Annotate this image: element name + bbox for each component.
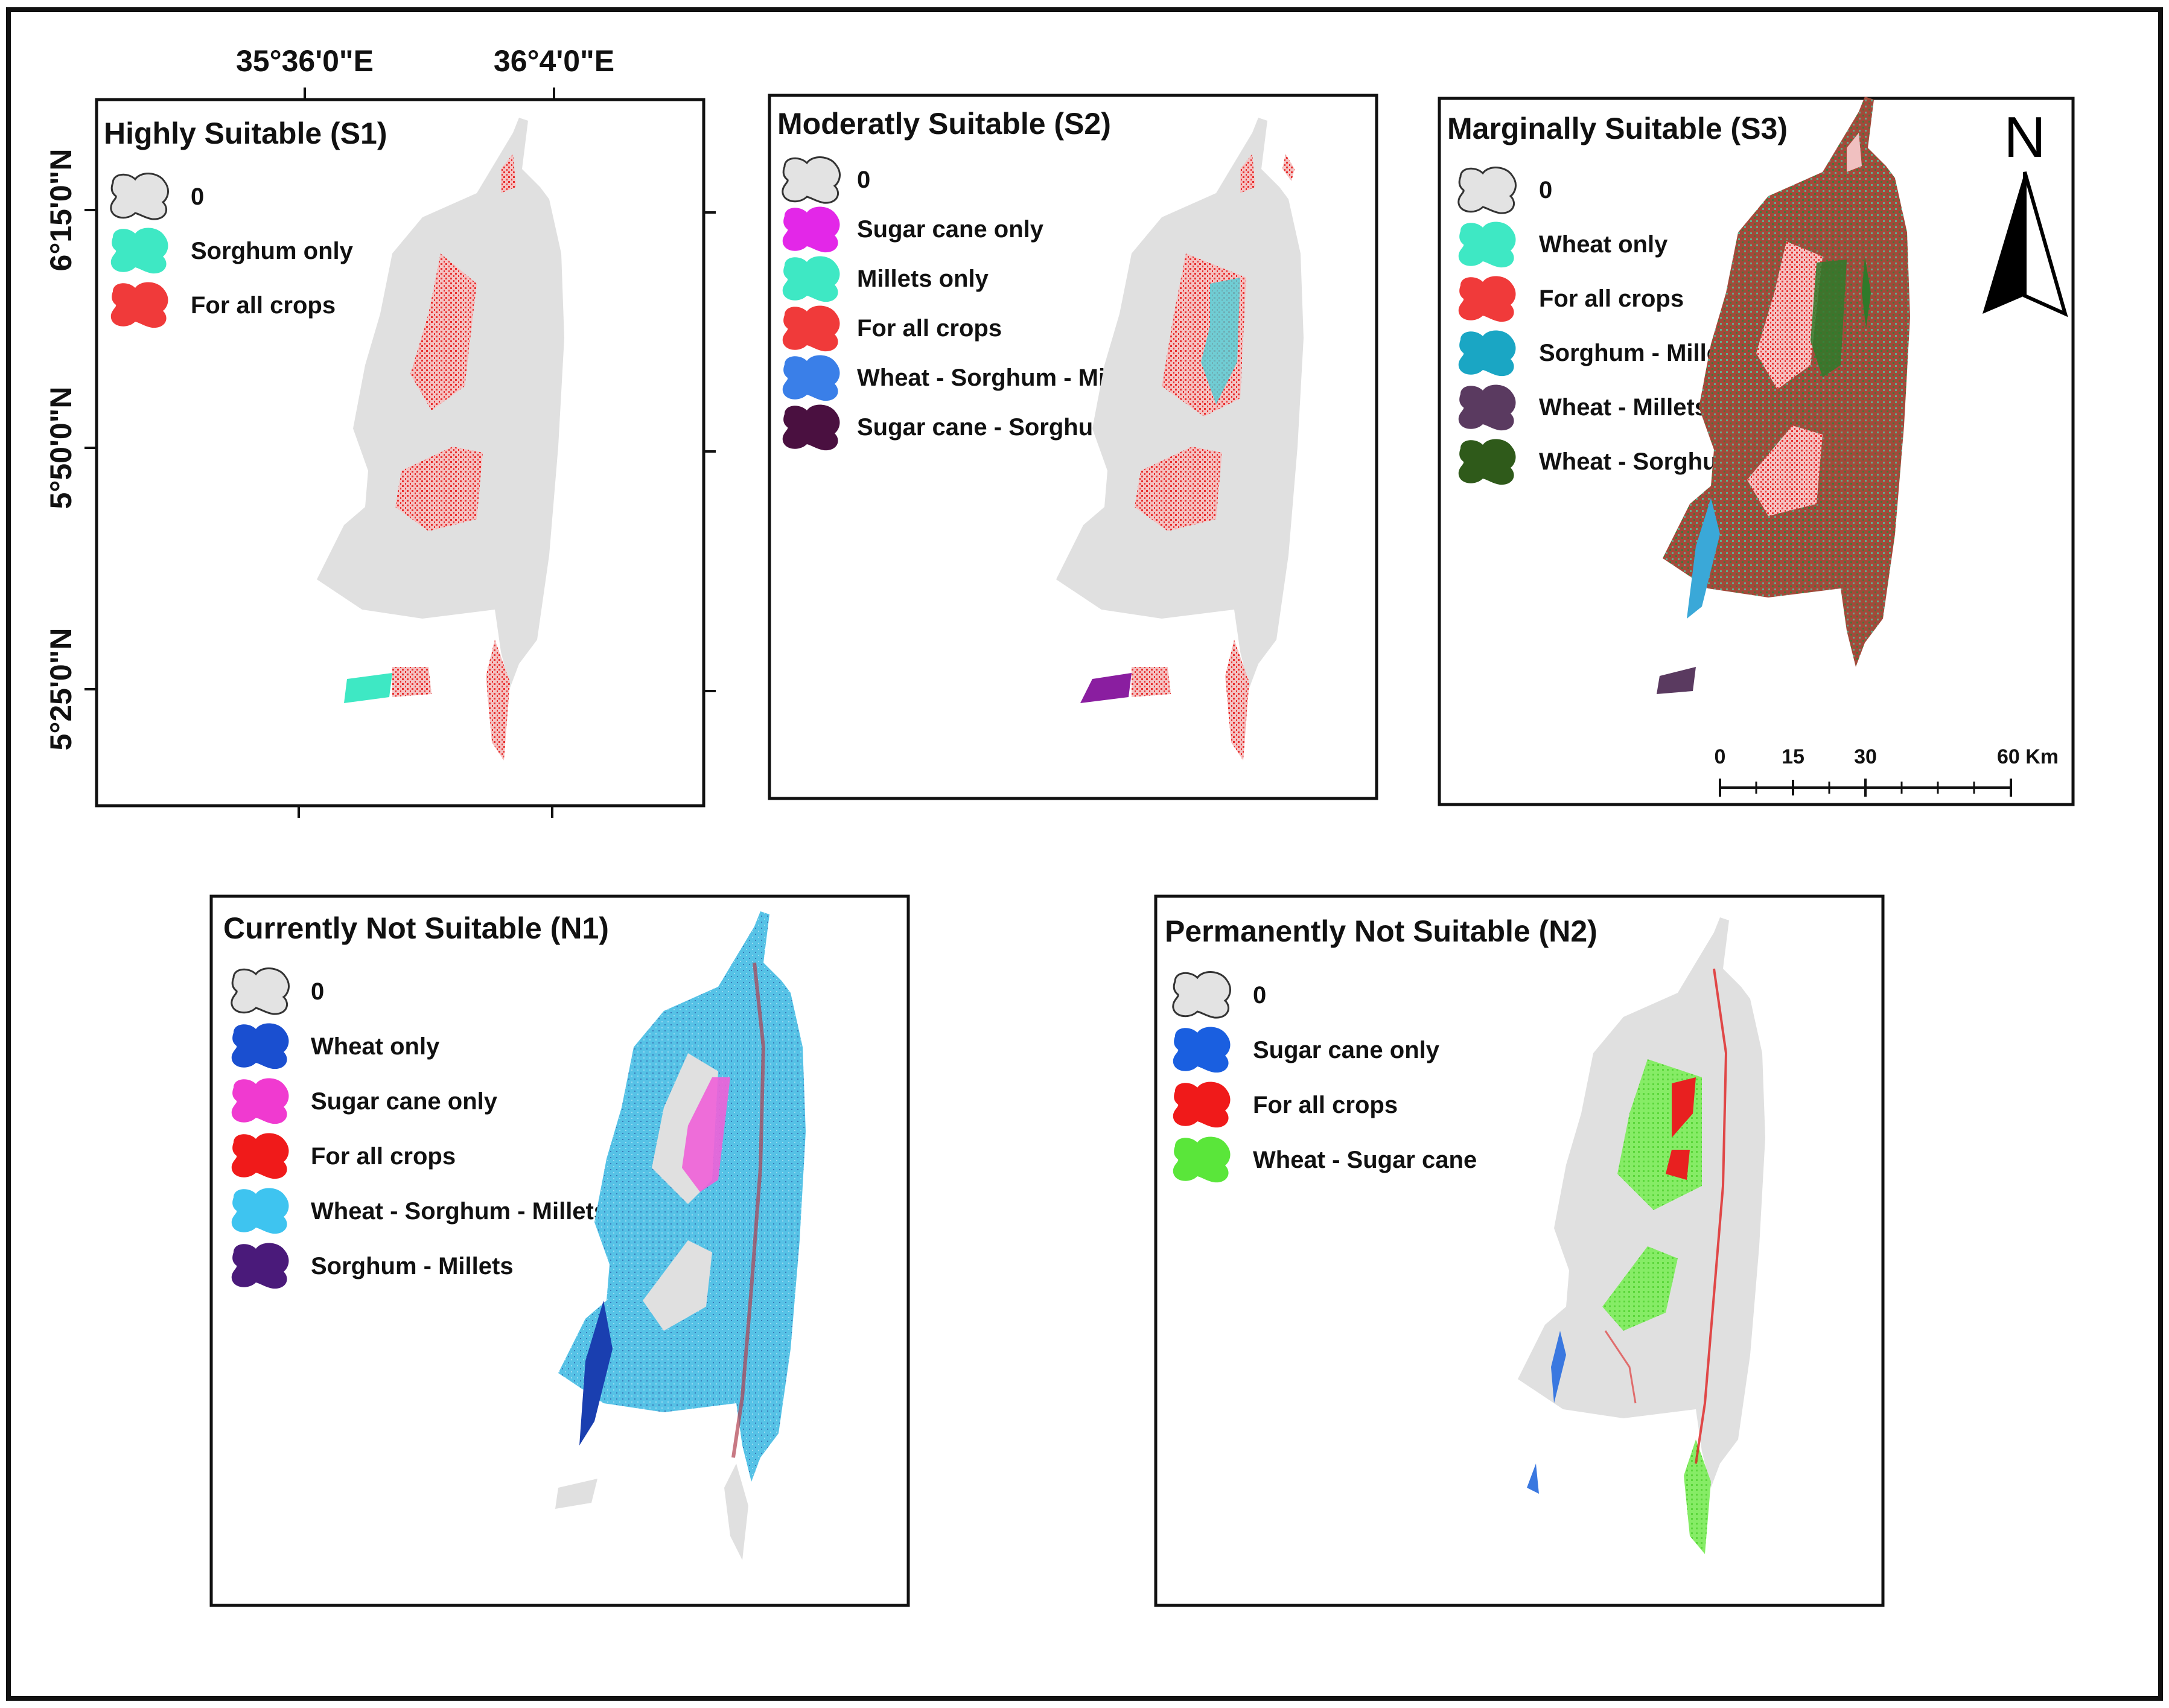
legend-label: Wheat - Sorghum - Millets <box>311 1198 607 1225</box>
legend-item <box>1173 1027 1231 1073</box>
scale-label: 60 Km <box>1997 745 2059 768</box>
legend-item <box>1458 221 1516 268</box>
panel-n2: Permanently Not Suitable (N2) 0 Sugar ca… <box>1154 894 1885 1607</box>
legend-item <box>782 305 840 352</box>
region-map <box>1056 118 1304 760</box>
legend: 0 Wheat only For all crops Sorghum - Mil… <box>1457 167 1742 485</box>
scale-label: 30 <box>1854 745 1877 768</box>
legend-label: For all crops <box>191 292 336 319</box>
panel-title: Highly Suitable (S1) <box>104 116 387 150</box>
region-map <box>555 911 806 1560</box>
legend-item <box>782 355 840 401</box>
legend: 0 Sorghum only For all crops <box>110 173 354 328</box>
legend: 0 Sugar cane only For all crops Wheat - … <box>1172 971 1477 1183</box>
legend-label: 0 <box>311 978 324 1005</box>
panel-s2: Moderatly Suitable (S2) 0 Sugar cane onl… <box>768 94 1378 800</box>
legend-item <box>231 1133 289 1179</box>
panel-title: Permanently Not Suitable (N2) <box>1165 914 1597 948</box>
legend-label: Sugar cane - Sorghum <box>857 414 1115 441</box>
legend-label: For all crops <box>1253 1092 1398 1118</box>
legend-label: Wheat only <box>311 1033 440 1060</box>
legend-item <box>782 156 841 204</box>
legend-label: For all crops <box>857 315 1002 342</box>
region-map <box>1657 97 1910 694</box>
lon-label-2: 36°4'0"E <box>494 44 614 78</box>
legend-item <box>110 282 168 328</box>
legend-label: For all crops <box>1539 285 1684 312</box>
legend-item <box>782 404 840 451</box>
panel-title: Marginally Suitable (S3) <box>1447 112 1788 145</box>
legend-item <box>1172 971 1231 1019</box>
legend-label: Sugar cane only <box>1253 1037 1440 1063</box>
region-map <box>317 118 564 760</box>
lon-label-1: 35°36'0"E <box>236 44 374 78</box>
legend-item <box>782 256 840 302</box>
panel-title: Moderatly Suitable (S2) <box>777 107 1111 141</box>
legend-label: Wheat only <box>1539 231 1668 258</box>
legend-item <box>1458 439 1516 485</box>
outer-frame <box>6 7 2163 1701</box>
legend-item <box>1458 276 1516 322</box>
legend-item <box>1457 167 1517 214</box>
legend-item <box>110 173 169 220</box>
legend-label: Sorghum only <box>191 238 354 264</box>
scale-label: 15 <box>1782 745 1804 768</box>
legend-item <box>231 1023 289 1069</box>
panel-frame <box>1154 894 1885 1607</box>
legend-item <box>231 1188 289 1234</box>
panel-n1: Currently Not Suitable (N1) 0 Wheat only… <box>209 894 910 1607</box>
legend-item <box>1458 330 1516 377</box>
legend-label: 0 <box>191 183 204 210</box>
lat-label-2: 5°50'0"N <box>44 387 78 509</box>
panel-title: Currently Not Suitable (N1) <box>223 911 609 945</box>
legend-label: Sugar cane only <box>857 216 1044 243</box>
north-arrow-icon: N <box>1983 105 2068 317</box>
legend-item <box>1458 384 1516 431</box>
lat-label-3: 5°25'0"N <box>44 628 78 751</box>
legend-item <box>231 967 290 1015</box>
legend-label: Wheat - Millets <box>1539 394 1708 421</box>
scale-bar: 0 15 30 60 Km <box>1715 745 2059 797</box>
legend-label: 0 <box>857 167 870 193</box>
legend-label: 0 <box>1539 177 1552 203</box>
legend-label: Wheat - Sugar cane <box>1253 1147 1477 1173</box>
region-map <box>1518 917 1765 1554</box>
legend-item <box>1173 1082 1231 1128</box>
legend: 0 Wheat only Sugar cane only For all cro… <box>231 967 607 1289</box>
legend-item <box>231 1243 289 1289</box>
legend-label: Sorghum - Millets <box>311 1253 514 1279</box>
lat-label-1: 6°15'0"N <box>44 149 78 272</box>
legend-item <box>110 228 168 274</box>
panel-s1: Highly Suitable (S1) 0 Sorghum only For … <box>84 88 716 818</box>
legend-label: Sugar cane only <box>311 1088 498 1115</box>
legend-label: 0 <box>1253 982 1266 1009</box>
legend-item <box>782 206 840 253</box>
panel-s3: Marginally Suitable (S3) 0 Wheat only Fo… <box>1438 97 2075 806</box>
legend-item <box>1173 1136 1231 1183</box>
north-label: N <box>2004 105 2045 170</box>
legend-item <box>231 1078 289 1124</box>
legend-label: Millets only <box>857 266 989 292</box>
scale-label: 0 <box>1715 745 1726 768</box>
legend-label: For all crops <box>311 1143 456 1170</box>
legend-label: Wheat - Sorghum <box>1539 448 1739 475</box>
